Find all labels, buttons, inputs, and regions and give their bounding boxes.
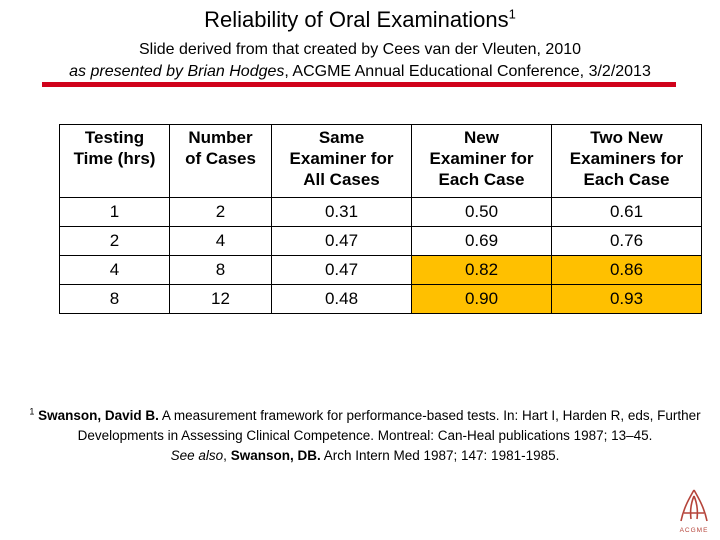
- slide-title: Reliability of Oral Examinations1: [0, 6, 720, 34]
- table-cell: 0.48: [271, 284, 412, 314]
- presenter-text: as presented by Brian Hodges: [69, 63, 285, 80]
- header-two-new-examiners: Two New Examiners for Each Case: [551, 124, 702, 198]
- table-row: 2 4 0.47 0.69 0.76: [59, 226, 702, 256]
- title-footnote-marker: 1: [508, 6, 516, 22]
- footnote: 1 Swanson, David B. A measurement framew…: [29, 406, 701, 463]
- table-cell: 0.76: [551, 226, 702, 256]
- footnote-citation-2: Arch Intern Med 1987; 147: 1981-1985.: [320, 448, 560, 463]
- table-cell: 1: [59, 197, 170, 227]
- table-cell: 0.47: [271, 255, 412, 285]
- table-cell: 8: [59, 284, 170, 314]
- table-row: 4 8 0.47 0.82 0.86: [59, 255, 702, 285]
- table-cell-highlighted: 0.90: [411, 284, 552, 314]
- table-cell: 8: [169, 255, 272, 285]
- table-cell-highlighted: 0.86: [551, 255, 702, 285]
- header-new-examiner: New Examiner for Each Case: [411, 124, 552, 198]
- table-cell: 2: [59, 226, 170, 256]
- table-cell: 0.69: [411, 226, 552, 256]
- header-testing-time: Testing Time (hrs): [59, 124, 170, 198]
- table-row: 1 2 0.31 0.50 0.61: [59, 197, 702, 227]
- table-cell: 0.50: [411, 197, 552, 227]
- title-underline-rule: [42, 82, 676, 87]
- footnote-author: Swanson, David B.: [38, 408, 159, 423]
- table-row: 8 12 0.48 0.90 0.93: [59, 284, 702, 314]
- table-header-row: Testing Time (hrs) Number of Cases Same Exa…: [59, 124, 702, 198]
- title-text: Reliability of Oral Examinations: [204, 7, 509, 32]
- footnote-marker: 1: [29, 406, 35, 417]
- table-cell: 4: [169, 226, 272, 256]
- footnote-author-2: Swanson, DB.: [230, 448, 321, 463]
- subtitle-line-1: Slide derived from that created by Cees …: [138, 41, 582, 58]
- reliability-table: Testing Time (hrs) Number of Cases Same Exa…: [59, 124, 702, 314]
- subtitle-line-2: as presented by Brian Hodges, ACGME Annu…: [0, 62, 720, 82]
- table-cell: 12: [169, 284, 272, 314]
- footnote-see-also: See also: [170, 448, 224, 463]
- table-cell-highlighted: 0.82: [411, 255, 552, 285]
- table-cell: 4: [59, 255, 170, 285]
- table-cell-highlighted: 0.93: [551, 284, 702, 314]
- table-cell: 0.31: [271, 197, 412, 227]
- acgme-logo-icon: ACGME: [680, 489, 709, 534]
- footnote-citation: A measurement framework for performance-…: [77, 408, 701, 443]
- logo-wordmark: ACGME: [680, 527, 709, 534]
- table-cell: 0.61: [551, 197, 702, 227]
- header-same-examiner: Same Examiner for All Cases: [271, 124, 412, 198]
- header-number-of-cases: Number of Cases: [169, 124, 272, 198]
- table-cell: 0.47: [271, 226, 412, 256]
- table-cell: 2: [169, 197, 272, 227]
- event-text: , ACGME Annual Educational Conference, 3…: [284, 63, 651, 80]
